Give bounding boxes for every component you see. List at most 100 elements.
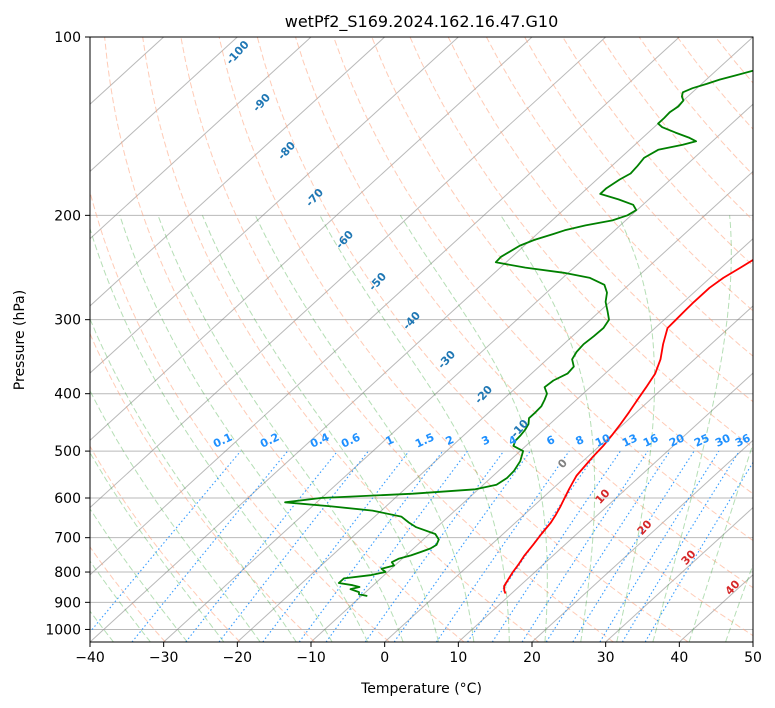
moist-adiabat-line	[90, 317, 297, 642]
mixing-ratio-line	[262, 450, 410, 642]
dry-adiabat-line	[638, 37, 753, 176]
mixing-ratio-label: 25	[692, 431, 711, 449]
moist-adiabat-line	[319, 215, 510, 642]
moist-adiabat-line	[90, 560, 151, 642]
dry-adiabat-line	[104, 37, 465, 642]
x-tick-label: 30	[597, 650, 615, 666]
axes: −40 −30 −20 −10 0 10 20 30 40 5010020030040050060…	[45, 30, 762, 666]
dry-adiabat-line	[409, 37, 753, 449]
x-tick-label: 10	[449, 650, 467, 666]
x-tick-label: 20	[523, 650, 541, 666]
mixing-ratio-label: 1	[384, 433, 396, 448]
chart-title: wetPf2_S169.2024.162.16.47.G10	[285, 12, 559, 32]
mixing-ratio-line	[491, 450, 621, 642]
y-tick-label: 500	[54, 444, 81, 460]
dry-adiabat-line	[333, 37, 753, 542]
moist-adiabat-line	[500, 215, 596, 642]
background-lines	[90, 37, 775, 642]
y-tick-label: 400	[54, 387, 81, 403]
isotherm-line	[90, 37, 386, 307]
x-tick-label: −20	[223, 650, 253, 666]
mixing-ratio-label: 0.1	[211, 431, 234, 451]
mixing-ratio-label: 3	[480, 433, 492, 448]
mixing-ratio-line	[364, 450, 505, 642]
dry-adiabat-line	[90, 332, 316, 642]
mixing-ratio-label: 16	[641, 431, 661, 449]
mixing-ratio-line	[218, 450, 369, 642]
dry-adiabat-line	[754, 37, 775, 642]
mixing-ratio-label: 2	[444, 433, 456, 448]
isotherm-label: -80	[275, 139, 298, 163]
moist-adiabat-line	[90, 389, 261, 642]
y-tick-label: 100	[54, 30, 81, 46]
isotherm-label: 40	[723, 577, 743, 597]
mixing-ratio-line	[325, 450, 468, 642]
dry-adiabat-line	[447, 37, 753, 403]
dry-adiabat-line	[218, 37, 689, 642]
dry-adiabat-line	[524, 37, 753, 312]
mixing-ratio-line	[185, 450, 339, 642]
temperature-profile-line	[503, 258, 753, 594]
mixing-ratio-label: 8	[574, 433, 586, 448]
isotherm-label: -100	[224, 38, 252, 67]
mixing-ratio-label: 0.6	[339, 430, 362, 450]
dry-adiabat-line	[180, 37, 614, 642]
moist-adiabat-line	[90, 507, 188, 642]
mixing-ratio-line	[131, 450, 289, 642]
x-tick-label: 0	[380, 650, 389, 666]
dry-adiabat-line	[371, 37, 753, 495]
y-tick-label: 900	[54, 595, 81, 611]
isotherm-line	[752, 641, 753, 642]
isotherm-line	[310, 237, 753, 642]
moist-adiabat-line	[616, 215, 656, 642]
moist-adiabat-line	[157, 215, 404, 642]
isopleth-labels: -100-90-80-70-60-50-40-30-20-10010203040…	[211, 38, 753, 598]
isotherm-label: -90	[250, 91, 273, 115]
y-tick-label: 700	[54, 531, 81, 547]
x-tick-label: −40	[75, 650, 105, 666]
y-tick-label: 800	[54, 565, 81, 581]
dry-adiabat-line	[256, 37, 753, 637]
mixing-ratio-line	[521, 450, 649, 642]
moist-adiabat-line	[119, 215, 369, 642]
dry-adiabat-line	[142, 37, 540, 642]
plot-frame	[89, 36, 754, 643]
moist-adiabat-line	[254, 215, 475, 642]
moist-adiabat-line	[725, 563, 753, 642]
mixing-ratio-line	[393, 450, 531, 642]
isotherm-label: 30	[679, 547, 699, 567]
mixing-ratio-label: 30	[713, 431, 733, 449]
y-tick-label: 300	[54, 313, 81, 329]
dry-adiabat-line	[485, 37, 753, 357]
mixing-ratio-label: 0.4	[308, 430, 331, 450]
isotherm-line	[90, 37, 312, 240]
mixing-ratio-line	[599, 450, 720, 642]
dry-adiabat-line	[90, 546, 166, 642]
moist-adiabat-line	[201, 215, 439, 642]
isotherm-label: -60	[333, 228, 356, 252]
isotherm-label: 0	[555, 456, 570, 471]
isotherm-label: -30	[435, 348, 458, 372]
isotherm-line	[90, 37, 533, 442]
isotherm-line	[457, 372, 753, 642]
moist-adiabat-line	[90, 227, 333, 642]
moist-adiabat-line	[399, 215, 548, 642]
mixing-ratio-label: 20	[667, 431, 687, 449]
mixing-ratio-label: 1.5	[413, 431, 436, 451]
moist-adiabat-line	[688, 442, 753, 642]
profile-lines	[284, 69, 753, 597]
isotherm-line	[90, 37, 459, 374]
isotherm-line	[90, 37, 680, 576]
mixing-ratio-line	[435, 450, 570, 642]
mixing-ratio-line	[298, 450, 444, 642]
x-axis-label: Temperature (°C)	[360, 681, 482, 697]
isotherm-line	[90, 37, 607, 509]
y-axis-label: Pressure (hPa)	[12, 290, 28, 390]
mixing-ratio-label: 10	[593, 431, 613, 449]
mixing-ratio-line	[644, 461, 753, 642]
isotherm-line	[90, 37, 238, 173]
dry-adiabat-line	[295, 37, 753, 589]
moist-adiabat-line	[90, 451, 225, 642]
isotherm-label: 20	[635, 517, 655, 537]
